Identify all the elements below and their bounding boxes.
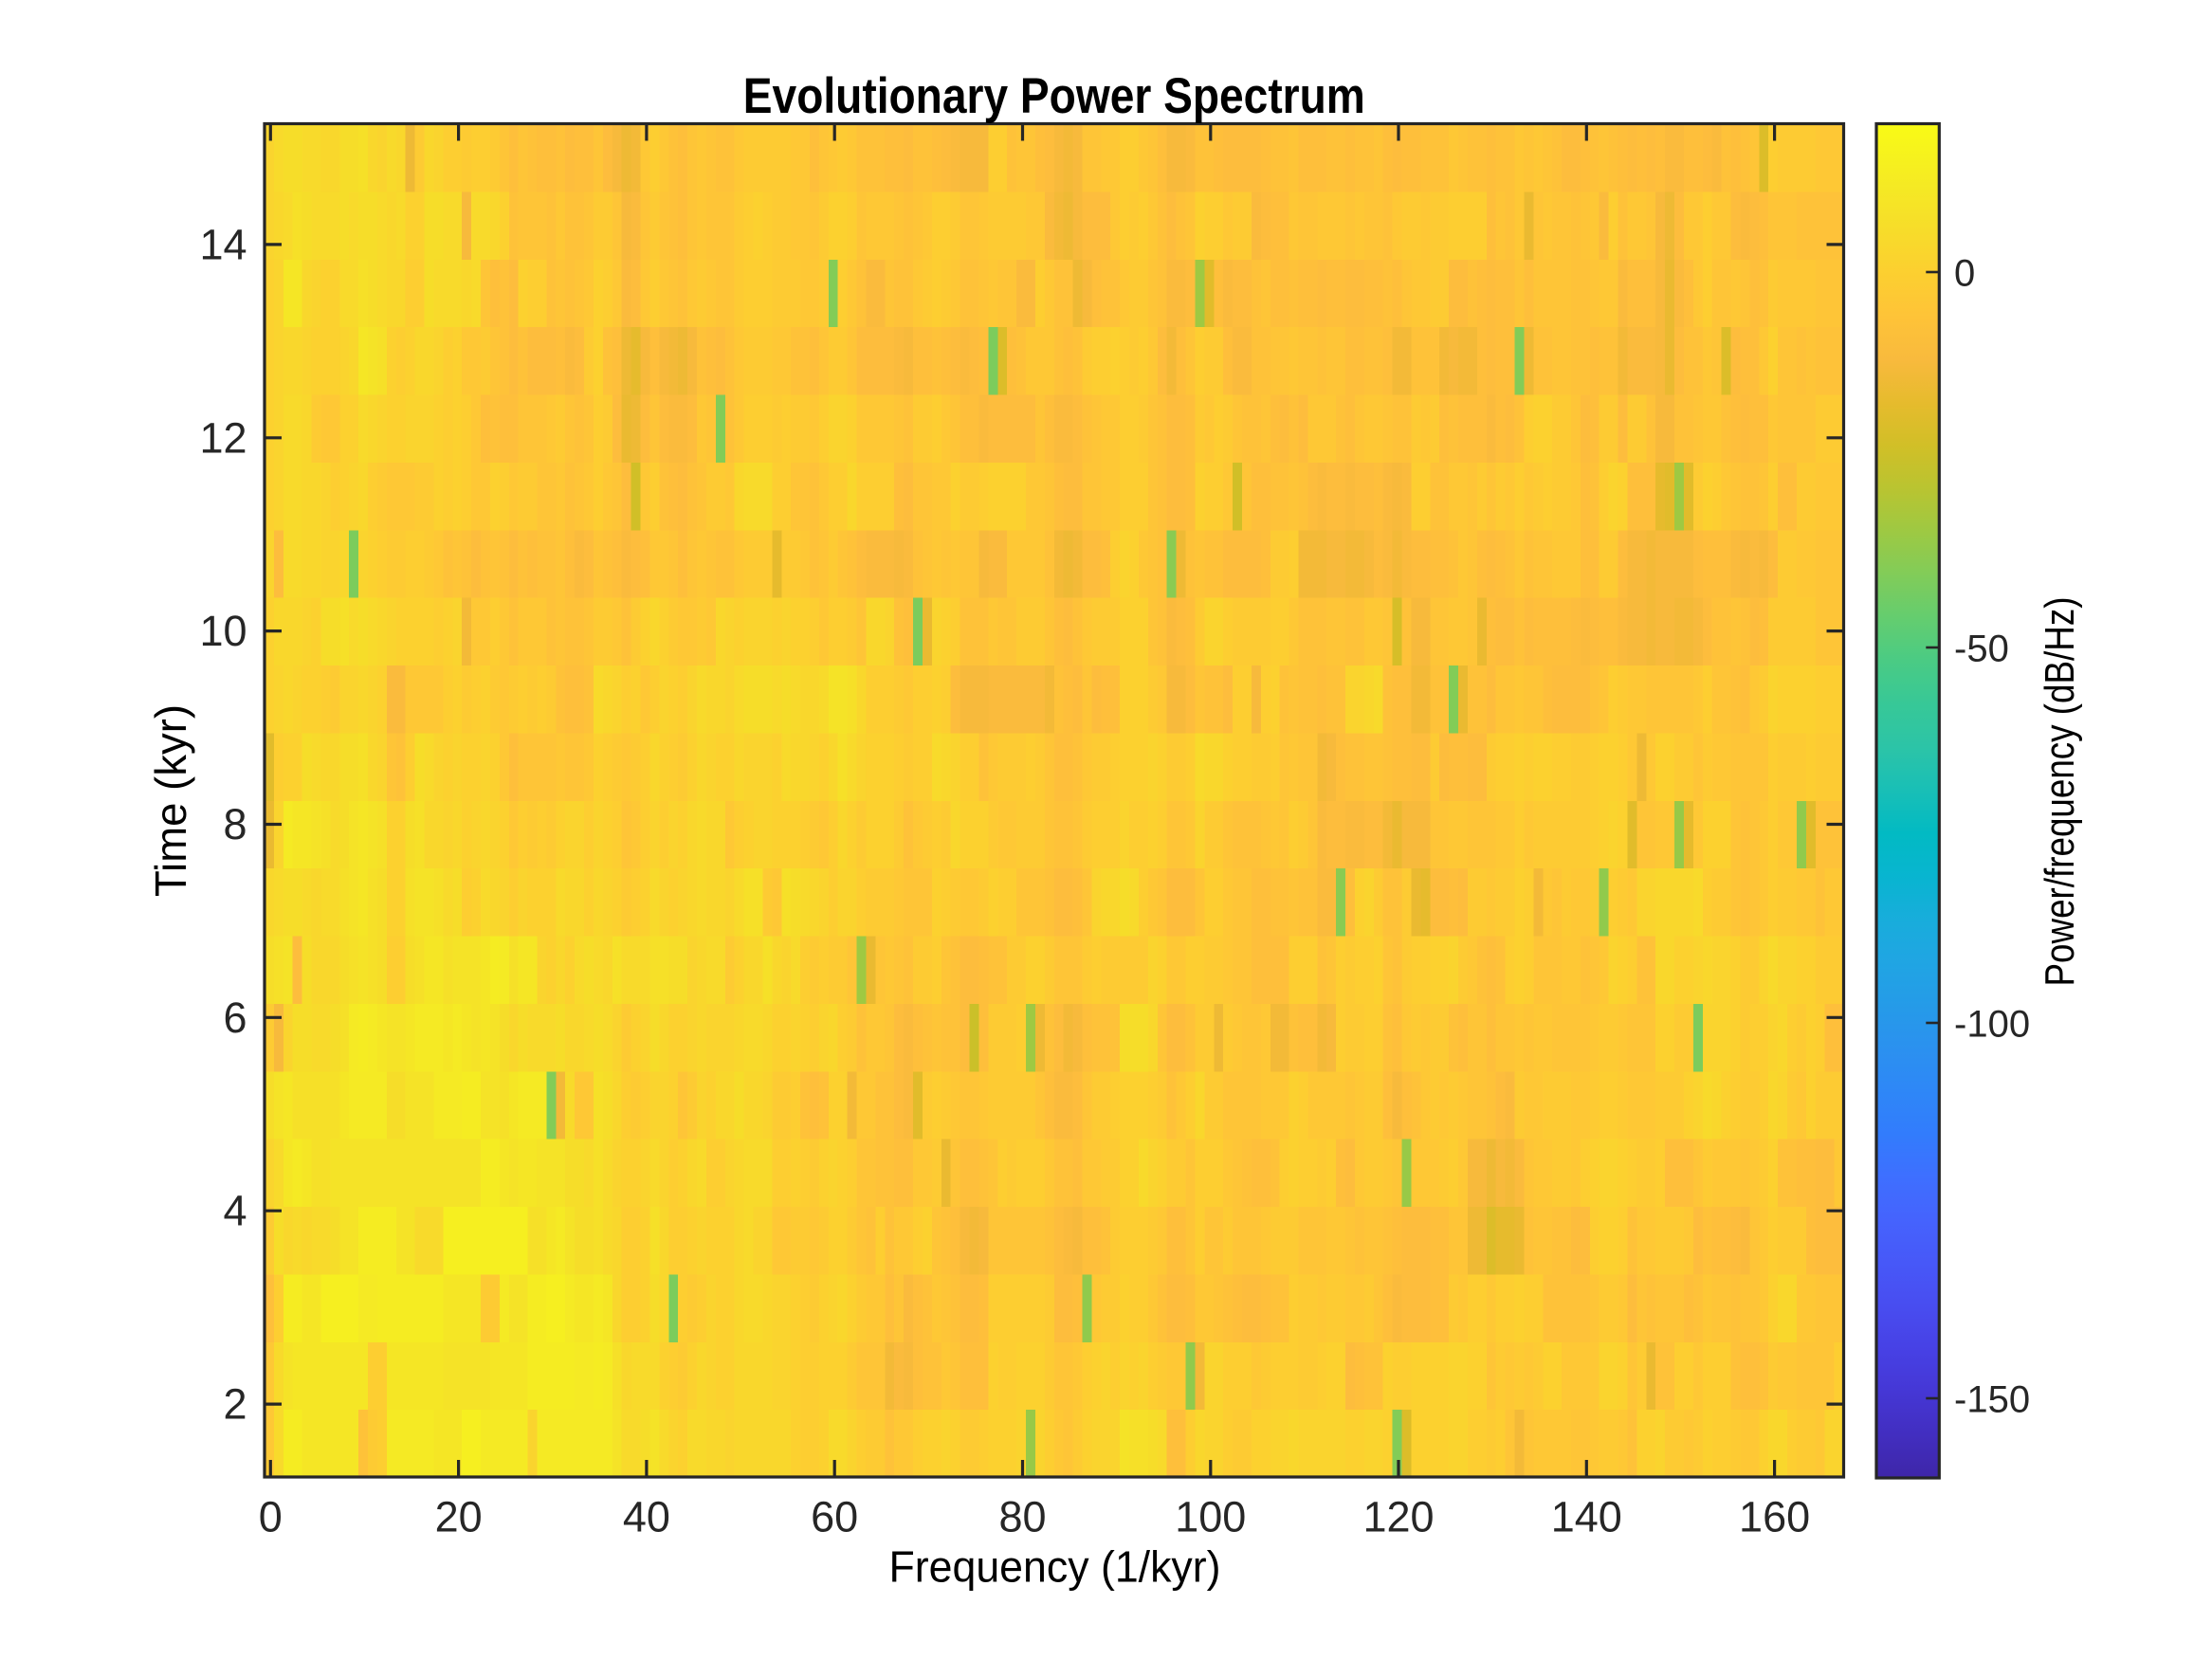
svg-text:Power/frequency (dB/Hz): Power/frequency (dB/Hz) [2037, 597, 2083, 987]
svg-text:80: 80 [998, 1492, 1046, 1540]
svg-text:-100: -100 [1954, 1003, 2030, 1045]
svg-text:20: 20 [435, 1492, 483, 1540]
svg-text:140: 140 [1551, 1492, 1622, 1540]
svg-text:Evolutionary Power Spectrum: Evolutionary Power Spectrum [743, 68, 1365, 124]
svg-text:12: 12 [199, 413, 247, 462]
svg-text:40: 40 [623, 1492, 670, 1540]
svg-text:6: 6 [223, 994, 247, 1042]
svg-text:Frequency (1/kyr): Frequency (1/kyr) [889, 1542, 1221, 1592]
svg-text:120: 120 [1362, 1492, 1434, 1540]
svg-text:-50: -50 [1954, 628, 2009, 669]
svg-text:14: 14 [199, 220, 247, 268]
svg-text:-150: -150 [1954, 1378, 2030, 1420]
svg-text:60: 60 [811, 1492, 858, 1540]
svg-text:160: 160 [1739, 1492, 1810, 1540]
svg-text:0: 0 [259, 1492, 283, 1540]
svg-text:10: 10 [199, 607, 247, 655]
svg-text:4: 4 [223, 1187, 247, 1235]
svg-text:100: 100 [1175, 1492, 1246, 1540]
svg-text:2: 2 [223, 1380, 247, 1429]
svg-text:8: 8 [223, 800, 247, 848]
svg-text:Time (kyr): Time (kyr) [146, 704, 195, 897]
svg-text:0: 0 [1954, 252, 1975, 294]
